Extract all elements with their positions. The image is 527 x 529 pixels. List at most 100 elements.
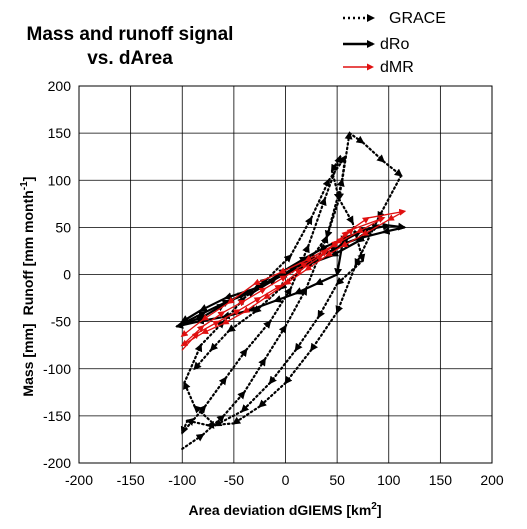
x-tick-label: 150	[429, 472, 453, 488]
series-dmr-segment	[180, 332, 204, 347]
series-grace-segment	[310, 178, 330, 220]
series-dmr-segment	[181, 331, 200, 351]
series-dro-segment	[346, 230, 362, 240]
series-grace-segment	[193, 405, 217, 427]
series-grace-segment	[243, 357, 266, 394]
y-tick-label: -150	[43, 408, 71, 424]
y-tick-label: 200	[48, 78, 72, 94]
legend: GRACE dRo dMR	[343, 10, 446, 76]
series-dro-segment	[175, 311, 207, 328]
series-dmr-segment	[283, 269, 307, 286]
series-grace-segment	[227, 311, 256, 333]
series-grace-segment	[335, 263, 357, 315]
series-grace-segment	[338, 198, 354, 225]
x-tick-label: -150	[117, 472, 145, 488]
series-grace-segment	[268, 286, 292, 323]
series-grace-segment	[222, 390, 246, 417]
series-dmr-segment	[180, 319, 204, 337]
series-grace-segment	[203, 376, 227, 408]
y-tick-label: 0	[63, 267, 71, 283]
series-dro-segment	[330, 240, 359, 257]
series-dro-segment	[180, 309, 202, 323]
y-tick-label: 150	[48, 125, 72, 141]
y-tick-label: 100	[48, 172, 72, 188]
series-grace-segment	[335, 259, 365, 286]
series-dmr-segment	[202, 311, 226, 327]
series-grace-segment	[240, 381, 272, 413]
legend-item-grace: GRACE	[343, 10, 446, 27]
series-grace-segment	[263, 324, 287, 361]
series-dmr-segment	[222, 299, 246, 313]
y-tick-labels: -200 -150 -100 -50 0 50 100 150 200	[43, 78, 71, 471]
series-dmr-segment	[201, 322, 225, 335]
series-grace-segment	[193, 348, 213, 371]
legend-label-dro: dRo	[380, 36, 409, 53]
series-grace-segment	[224, 348, 248, 380]
plot-area-frame	[78, 85, 493, 464]
series-grace-segment	[265, 254, 293, 281]
series-dro-segment	[381, 226, 406, 235]
series-grace-segment	[382, 160, 403, 177]
series-grace-segment	[317, 282, 339, 319]
y-tick-label: -50	[51, 314, 71, 330]
x-tick-label: 100	[377, 472, 401, 488]
series-grace-segment	[181, 404, 207, 434]
series-dmr-segment	[386, 210, 405, 221]
x-tick-label: -200	[65, 472, 93, 488]
series-dmr-segment	[340, 234, 364, 248]
series-grace-segment	[245, 320, 272, 351]
series-layer	[175, 131, 407, 450]
series-dmr-segment	[264, 275, 288, 290]
series-dmr-segment	[284, 262, 308, 278]
series-dmr-segment	[341, 227, 355, 240]
x-axis-label: Area deviation dGIEMS [km2]	[188, 501, 381, 518]
series-grace-segment	[361, 141, 386, 163]
series-dmr-segment	[325, 245, 343, 257]
series-dmr-segment	[242, 297, 266, 314]
series-dro-segment	[252, 275, 282, 290]
series-grace-segment	[327, 155, 347, 182]
y-axis-label-runoff: Runoff [mm month-1]	[19, 177, 36, 316]
series-dmr-segment	[263, 283, 287, 300]
chart-title-line-1: Mass and runoff signal	[27, 24, 234, 45]
series-dro-segment	[247, 299, 277, 313]
chart-title-line-2: vs. dArea	[87, 48, 173, 69]
series-dmr-segment	[217, 309, 241, 323]
x-tick-label: 50	[329, 472, 345, 488]
series-grace-segment	[232, 405, 261, 425]
series-dro-segment	[294, 282, 318, 295]
series-dmr	[180, 208, 407, 351]
series-dro-segment	[305, 245, 329, 259]
series-grace-segment	[294, 315, 320, 352]
series-dmr-segment	[278, 259, 307, 274]
series-grace-segment	[289, 216, 313, 257]
series-grace-segment	[268, 348, 297, 385]
series-grace-segment	[258, 381, 287, 408]
legend-label-grace: GRACE	[389, 10, 446, 27]
y-tick-label: 50	[55, 219, 71, 235]
series-grace-segment	[307, 197, 327, 248]
series-dro-segment	[273, 292, 297, 303]
series-grace-segment	[183, 381, 196, 408]
series-grace-segment	[284, 286, 308, 328]
series-grace-segment	[181, 433, 205, 450]
series-dmr-segment	[252, 271, 281, 286]
y-tick-label: -100	[43, 361, 71, 377]
series-dro-segment	[199, 296, 227, 312]
series-grace-segment	[284, 348, 313, 385]
series-dmr-segment	[259, 284, 283, 299]
series-grace-segment	[310, 311, 339, 352]
series-dmr-segment	[201, 302, 230, 321]
series-dmr-segment	[279, 268, 303, 287]
series-grace-segment	[324, 198, 341, 239]
series-dmr-segment	[221, 311, 245, 325]
x-tick-label: 0	[282, 472, 290, 488]
series-dmr-segment	[367, 208, 407, 219]
legend-item-dmr: dMR	[343, 59, 414, 76]
legend-label-dmr: dMR	[380, 59, 414, 76]
series-grace-segment	[209, 329, 230, 352]
series-dmr-segment	[356, 217, 385, 234]
series-grace-segment	[348, 132, 365, 144]
series-dro	[175, 222, 407, 329]
legend-item-dro: dRo	[343, 36, 409, 53]
